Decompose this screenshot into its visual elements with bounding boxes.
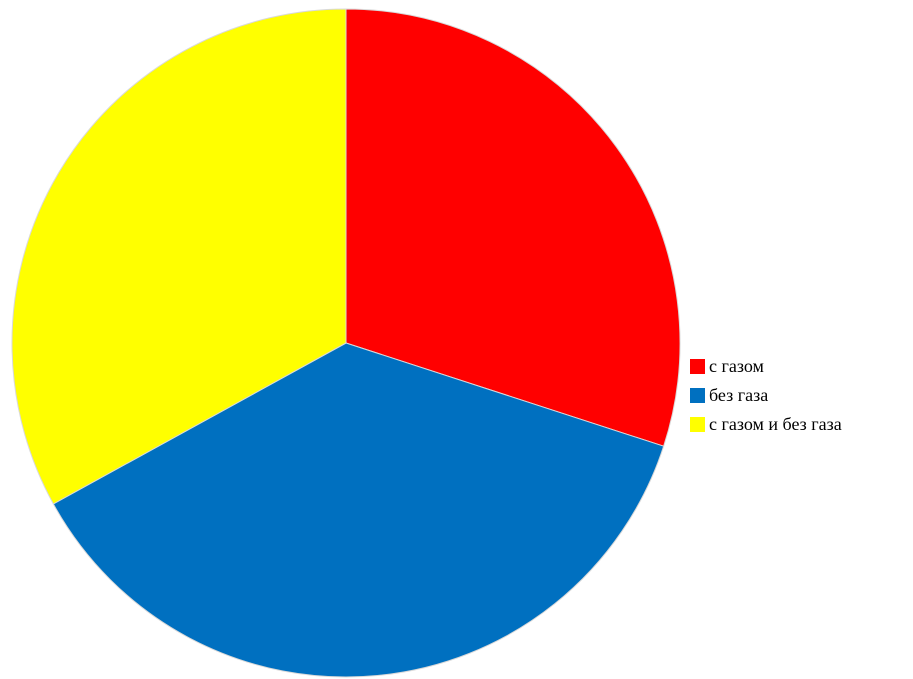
legend-label: без газа [709, 385, 769, 405]
legend-swatch [690, 359, 705, 374]
legend-swatch [690, 417, 705, 432]
legend-label: с газом и без газа [709, 414, 842, 434]
pie-slice-with-gas [345, 8, 681, 447]
pie-slice-without-gas [52, 342, 665, 678]
chart-legend: с газом без газа с газом и без газа [690, 352, 842, 439]
legend-item-mixed: с газом и без газа [690, 410, 842, 439]
pie-slices [11, 8, 681, 678]
legend-swatch [690, 388, 705, 403]
legend-label: с газом [709, 356, 764, 376]
pie-slice-mixed [11, 8, 347, 505]
legend-item-with-gas: с газом [690, 352, 842, 381]
legend-item-without-gas: без газа [690, 381, 842, 410]
